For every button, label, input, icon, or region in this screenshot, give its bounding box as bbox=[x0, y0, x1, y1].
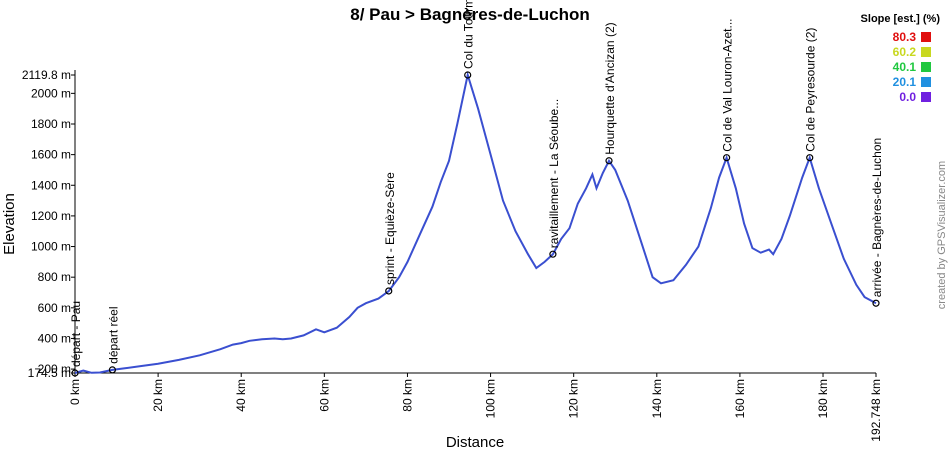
waypoint-marker bbox=[605, 157, 613, 165]
y-tick-label: 1000 m bbox=[31, 240, 71, 254]
x-tick-label: 20 km bbox=[151, 379, 165, 412]
legend-label: 40.1 bbox=[893, 60, 917, 74]
x-tick-label: 60 km bbox=[317, 379, 331, 412]
x-tick-label: 160 km bbox=[733, 379, 747, 418]
waypoint-label: ravitaillement - La Séoube... bbox=[547, 99, 561, 248]
y-tick-label: 600 m bbox=[38, 301, 71, 315]
x-tick-label: 40 km bbox=[234, 379, 248, 412]
waypoint-marker bbox=[108, 366, 117, 374]
legend-swatch bbox=[921, 32, 931, 42]
y-tick-label: 174.5 m bbox=[28, 366, 71, 380]
y-tick-label: 1800 m bbox=[31, 117, 71, 131]
waypoint-marker bbox=[71, 369, 79, 377]
x-tick-label: 0 km bbox=[68, 379, 82, 405]
legend-title: Slope [est.] (%) bbox=[861, 13, 941, 25]
y-tick-label: 2000 m bbox=[31, 86, 71, 100]
legend-label: 60.2 bbox=[893, 45, 917, 59]
y-tick-label: 1200 m bbox=[31, 209, 71, 223]
legend-label: 80.3 bbox=[893, 30, 917, 44]
waypoint-marker bbox=[806, 154, 814, 162]
y-tick-label: 400 m bbox=[38, 331, 71, 345]
waypoint-label: Col de Val Louron-Azet... bbox=[721, 19, 735, 152]
waypoint-label: arrivée - Bagnères-de-Luchon bbox=[870, 138, 884, 297]
y-tick-label: 200 m bbox=[38, 362, 71, 376]
x-tick-label: 100 km bbox=[484, 379, 498, 418]
y-tick-label: 1400 m bbox=[31, 178, 71, 192]
profile-line bbox=[74, 71, 877, 374]
chart-title: 8/ Pau > Bagnères-de-Luchon bbox=[350, 5, 589, 24]
legend-swatch bbox=[921, 62, 931, 72]
waypoint-marker bbox=[549, 250, 557, 258]
legend-swatch bbox=[921, 92, 931, 102]
legend-swatch bbox=[921, 77, 931, 87]
waypoint-marker bbox=[872, 299, 880, 307]
x-tick-label: 80 km bbox=[400, 379, 414, 412]
legend-label: 0.0 bbox=[899, 90, 916, 104]
y-axis-label: Elevation bbox=[1, 193, 18, 255]
waypoint-label: départ réel bbox=[106, 306, 120, 363]
waypoint-label: sprint - Equièze-Sère bbox=[383, 172, 397, 285]
waypoint-label: Col du Tourmalet bbox=[462, 0, 476, 69]
x-tick-label: 180 km bbox=[816, 379, 830, 418]
waypoint-label: départ - Pau bbox=[69, 301, 83, 367]
waypoint-marker bbox=[723, 154, 731, 162]
waypoint-label: Col de Peyresourde (2) bbox=[804, 28, 818, 152]
credit: created by GPSVisualizer.com bbox=[936, 161, 948, 309]
x-tick-label: 120 km bbox=[567, 379, 581, 418]
legend-swatch bbox=[921, 47, 931, 57]
y-tick-label: 800 m bbox=[38, 270, 71, 284]
x-tick-label: 140 km bbox=[650, 379, 664, 418]
x-axis-label: Distance bbox=[446, 434, 504, 450]
waypoint-marker bbox=[464, 71, 472, 79]
waypoint-marker bbox=[385, 287, 393, 295]
legend-label: 20.1 bbox=[893, 75, 917, 89]
waypoint-label: Hourquette d'Ancizan (2) bbox=[603, 22, 617, 154]
y-tick-label: 2119.8 m bbox=[22, 68, 71, 82]
y-tick-label: 1600 m bbox=[31, 148, 71, 162]
x-tick-label: 192.748 km bbox=[869, 379, 883, 442]
